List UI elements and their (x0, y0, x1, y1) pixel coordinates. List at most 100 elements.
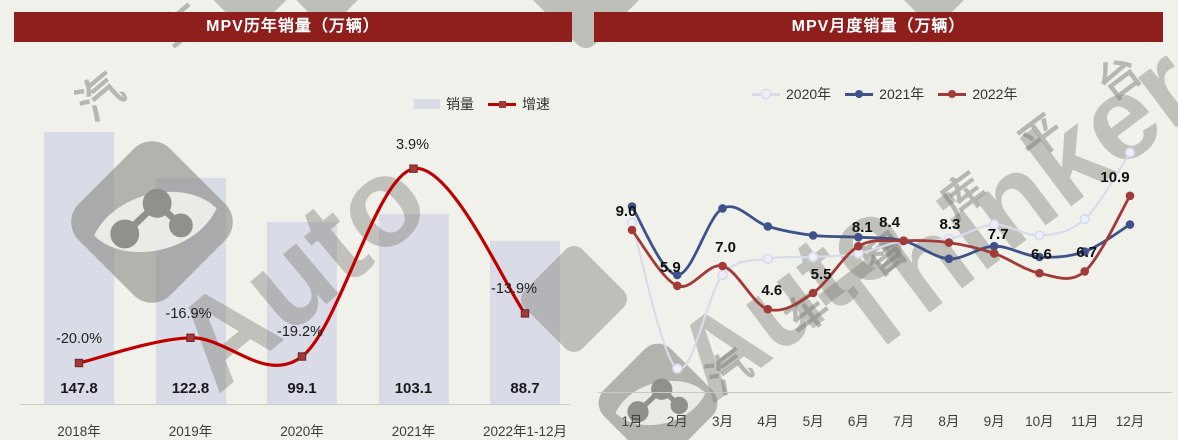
point-marker-2022年 (763, 304, 773, 314)
point-marker-2021年 (944, 254, 954, 264)
monthly-value-label: 7.7 (987, 226, 1009, 244)
annual-chart-title: MPV历年销量（万辆） (14, 12, 572, 42)
bar-value-label: 88.7 (510, 380, 540, 397)
point-marker-2021年 (1035, 252, 1044, 262)
line-2022年 (630, 194, 1132, 312)
point-marker-2022年 (989, 249, 999, 258)
monthly-value-label: 8.1 (851, 219, 873, 237)
line-2020-legend-icon (752, 90, 780, 98)
bar-value-label: 99.1 (287, 380, 317, 397)
monthly-value-label: 6.6 (1030, 246, 1052, 264)
monthly-value-label: 6.7 (1076, 244, 1098, 262)
legend-2020-label: 2020年 (786, 86, 832, 102)
point-marker-2021年 (672, 270, 682, 280)
x-axis-category-label: 2018年 (57, 424, 101, 439)
point-marker-2020年 (807, 251, 819, 263)
x-axis-month-label: 10月 (1025, 414, 1054, 429)
growth-value-label: -13.9% (491, 281, 537, 298)
x-axis-month-label: 7月 (893, 414, 915, 429)
point-marker-2022年 (672, 281, 682, 291)
point-marker-2021年 (763, 222, 773, 231)
point-marker-2020年 (1034, 230, 1045, 241)
point-marker-2022年 (899, 236, 908, 246)
monthly-value-label: 8.3 (939, 215, 961, 233)
monthly-value-label: 4.6 (761, 282, 783, 300)
point-marker-2022年 (718, 261, 727, 271)
point-marker-2022年 (808, 288, 818, 298)
growth-point-marker (74, 358, 84, 368)
monthly-value-label: 10.9 (1100, 168, 1130, 186)
growth-value-label: -19.2% (277, 324, 323, 341)
line-2021-legend-icon (845, 90, 874, 98)
legend-item-2022: 2022年 (938, 84, 1017, 104)
annual-chart-legend: 销量 增速 (414, 94, 564, 114)
growth-value-label: -16.9% (165, 305, 212, 322)
point-marker-2022年 (944, 238, 954, 247)
monthly-value-label: 8.4 (879, 213, 901, 231)
growth-line-path (77, 167, 527, 367)
x-axis-month-label: 5月 (802, 414, 824, 429)
point-marker-2022年 (854, 241, 863, 251)
sales-bar (378, 214, 449, 404)
sales-legend-swatch-icon (414, 99, 440, 109)
line-2022-legend-icon (938, 90, 967, 98)
x-axis-category-label: 2022年1-12月 (482, 424, 568, 439)
x-axis-month-label: 2月 (666, 414, 688, 429)
x-axis-month-label: 9月 (983, 414, 1005, 429)
point-marker-2020年 (1124, 147, 1136, 158)
bar-value-label: 103.1 (394, 380, 433, 397)
point-marker-2020年 (672, 363, 683, 374)
point-marker-2022年 (1035, 268, 1044, 278)
legend-growth-label: 增速 (522, 96, 550, 112)
legend-item-2021: 2021年 (845, 84, 924, 104)
legend-item-2020: 2020年 (752, 84, 831, 104)
x-axis-month-label: 8月 (938, 414, 960, 429)
x-axis-month-label: 11月 (1070, 414, 1099, 429)
x-axis-month-label: 6月 (847, 414, 869, 429)
point-marker-2022年 (1125, 191, 1135, 201)
point-marker-2020年 (717, 269, 728, 281)
legend-item-growth: 增速 (488, 94, 550, 114)
growth-point-marker (186, 333, 195, 342)
monthly-value-label: 7.0 (715, 239, 736, 256)
growth-value-label: -20.0% (56, 331, 102, 347)
monthly-x-axis-line (598, 392, 1172, 393)
monthly-chart-title: MPV月度销量（万辆） (594, 12, 1163, 42)
x-axis-month-label: 12月 (1115, 414, 1145, 429)
point-marker-2020年 (1079, 214, 1090, 225)
growth-value-label: 3.9% (395, 136, 430, 153)
point-marker-2021年 (808, 231, 818, 240)
x-axis-month-label: 3月 (712, 414, 734, 429)
x-axis-month-label: 1月 (621, 414, 643, 429)
point-marker-2020年 (762, 253, 774, 264)
point-marker-2020年 (988, 219, 1000, 230)
monthly-value-label: 5.9 (659, 258, 681, 276)
x-axis-category-label: 2020年 (280, 424, 324, 439)
growth-point-marker (409, 164, 418, 173)
point-marker-2022年 (627, 225, 637, 235)
point-marker-2021年 (854, 232, 863, 242)
point-marker-2022年 (1080, 267, 1089, 276)
legend-sales-label: 销量 (446, 96, 474, 112)
x-axis-category-label: 2021年 (391, 424, 436, 439)
bar-value-label: 122.8 (171, 380, 210, 397)
growth-point-marker (297, 352, 307, 361)
point-marker-2021年 (1125, 220, 1135, 229)
legend-2022-label: 2022年 (972, 86, 1018, 102)
point-marker-2021年 (989, 241, 999, 251)
sales-bar (267, 221, 337, 404)
x-axis-month-label: 4月 (757, 414, 779, 429)
x-axis-category-label: 2019年 (168, 424, 213, 439)
monthly-chart-legend: 2020年 2021年 2022年 (752, 84, 1031, 104)
growth-legend-line-icon (488, 100, 516, 108)
point-marker-2021年 (718, 204, 727, 213)
legend-2021-label: 2021年 (879, 86, 925, 102)
bar-value-label: 147.8 (60, 380, 98, 397)
legend-item-sales: 销量 (414, 94, 474, 114)
point-marker-2021年 (627, 202, 637, 211)
monthly-value-label: 9.0 (615, 203, 637, 220)
monthly-value-label: 5.5 (810, 266, 832, 283)
annual-x-axis-line (20, 404, 570, 405)
